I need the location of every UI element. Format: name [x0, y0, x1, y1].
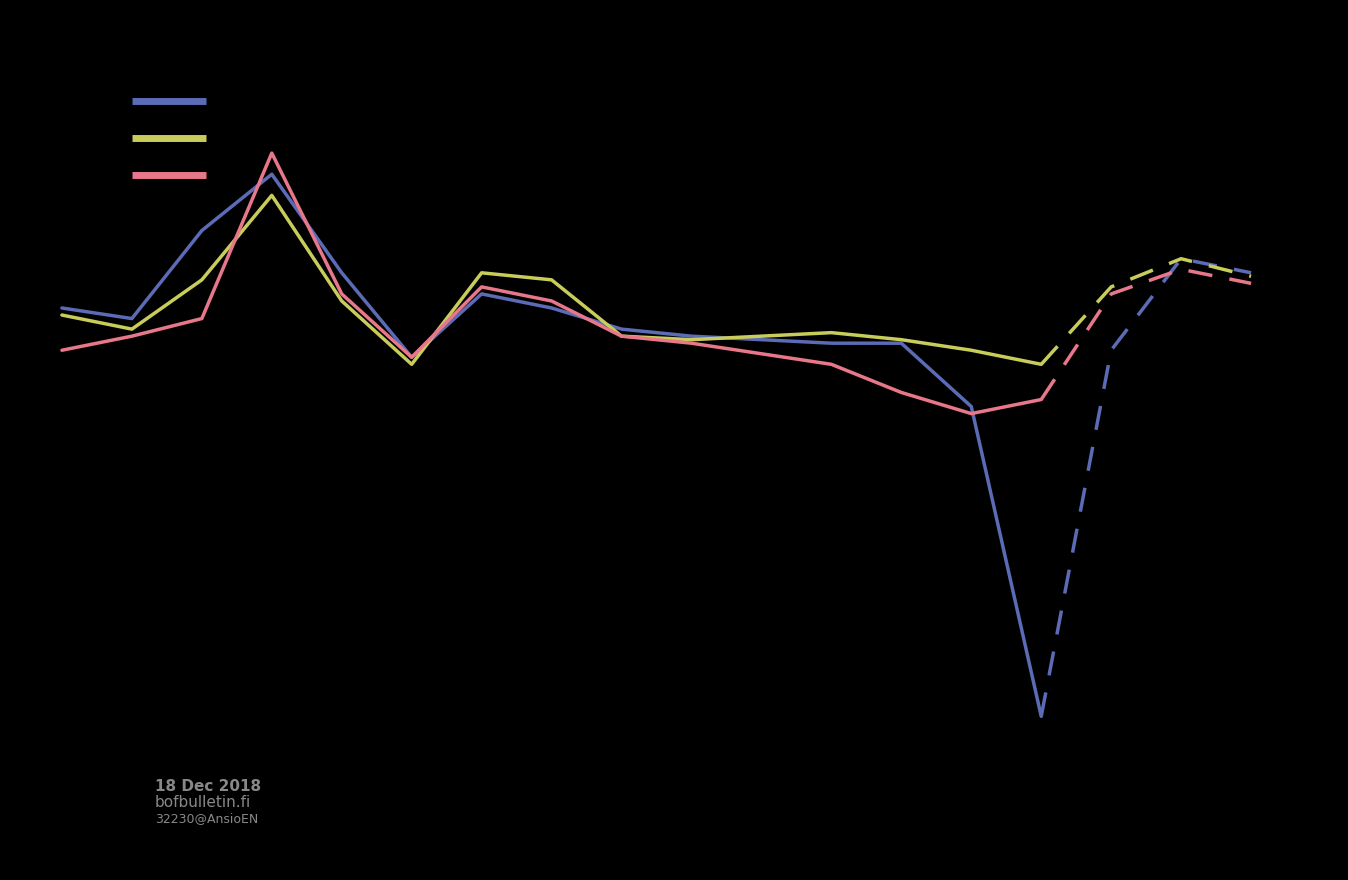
Text: bofbulletin.fi: bofbulletin.fi [155, 796, 251, 810]
Text: 32230@AnsioEN: 32230@AnsioEN [155, 811, 259, 825]
Text: 18 Dec 2018: 18 Dec 2018 [155, 779, 262, 794]
